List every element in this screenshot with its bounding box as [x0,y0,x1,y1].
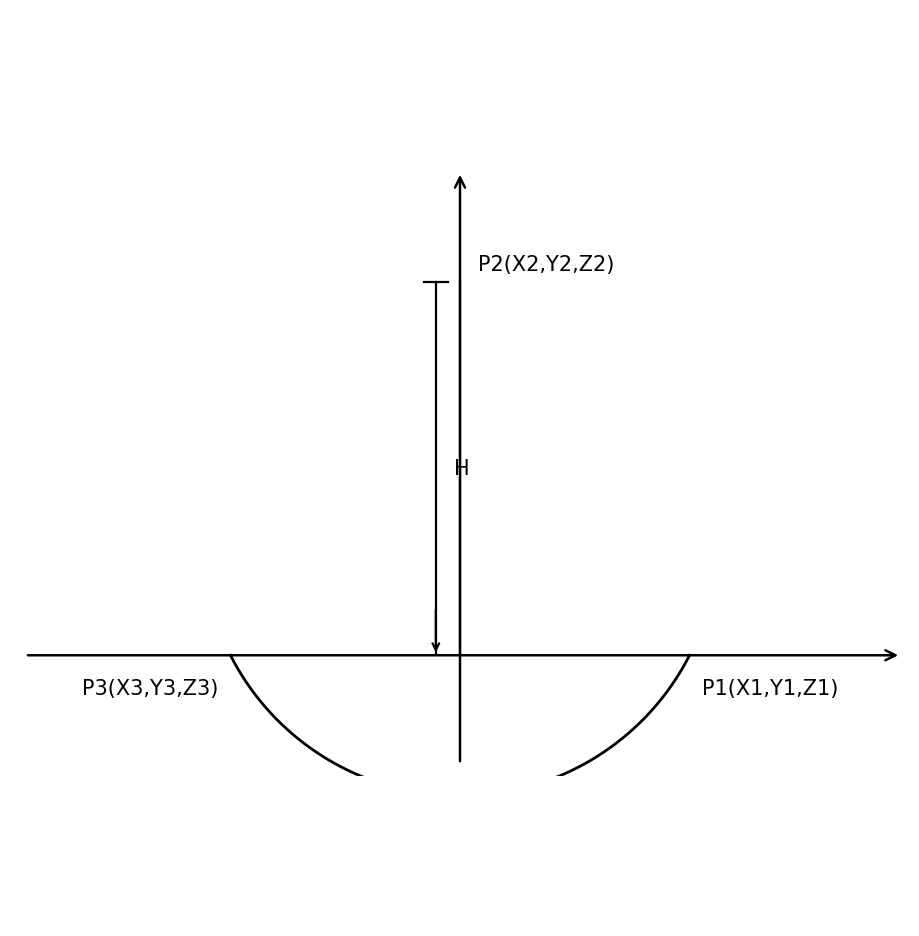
Text: H: H [453,459,469,478]
Text: P2(X2,Y2,Z2): P2(X2,Y2,Z2) [478,255,614,274]
Text: P3(X3,Y3,Z3): P3(X3,Y3,Z3) [82,680,218,699]
Text: P1(X1,Y1,Z1): P1(X1,Y1,Z1) [701,680,837,699]
